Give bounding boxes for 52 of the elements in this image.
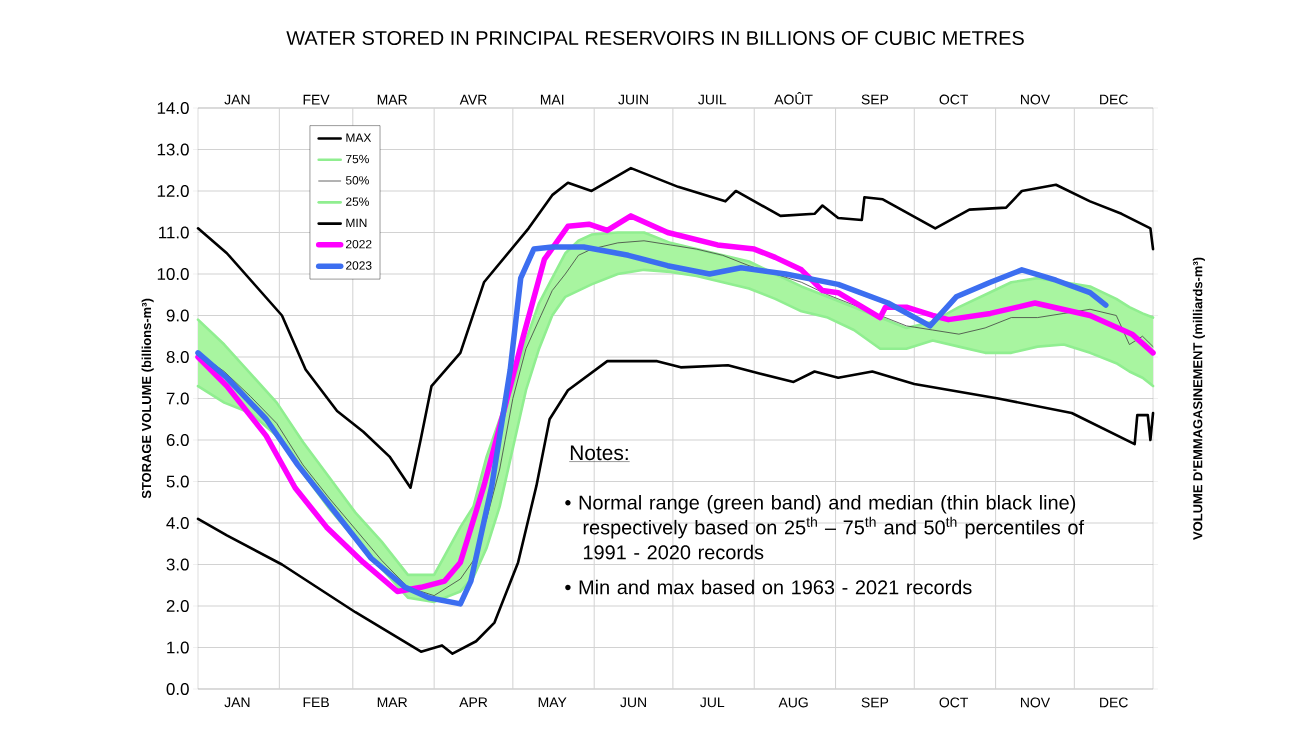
x2-tick-label: JAN [224,94,250,105]
y-tick-label: 4.0 [166,517,189,529]
y-tick-label: 2.0 [166,600,189,612]
y-tick-label: 11.0 [159,226,189,239]
x2-tick-label: DEC [1100,94,1128,105]
y-axis-title: STORAGE VOLUME (billions-m³) [141,298,154,499]
legend-label: 75% [346,154,369,164]
legend-label: 25% [346,197,369,206]
y-tick-label: 7.0 [166,392,189,405]
x2-tick-label: MAI [540,94,564,105]
y-tick-label: 13.0 [157,143,189,156]
x2-tick-label: AOÛT [774,92,813,105]
y-tick-label: 5.0 [166,475,189,488]
legend-label: MAX [346,133,372,142]
text: • Normal range (green band) and median (thin black line) respectively based on 25$^{th}$ – 75$^{th}$ and 50$^{th}$ percentiles of 1991 - 2020 records [565,494,1085,560]
x-tick-label: JUN [620,697,646,708]
x-tick-label: MAR [377,697,408,708]
x-tick-label: JUL [700,697,725,708]
x2-tick-label: JUIN [618,94,648,105]
legend-label: 50% [345,176,369,185]
y-tick-label: 0.0 [166,683,189,695]
x-tick-label: SEP [861,697,889,708]
x-tick-label: AUG [778,697,808,708]
x2-tick-label: SEP [861,94,889,105]
x-tick-label: NOV [1020,697,1051,708]
legend-label: 2022 [346,239,372,249]
y-tick-label: 6.0 [166,433,189,446]
y2-axis-title: VOLUME D'EMMAGASINEMENT (milliards-m³) [1192,257,1205,540]
x-tick-label: FEB [303,697,329,708]
x2-tick-label: NOV [1020,94,1051,105]
x2-tick-label: MAR [377,94,408,105]
x-tick-label: APR [459,697,488,708]
x2-tick-label: JUIL [698,94,727,105]
annotation: Notes: [570,445,628,461]
legend-label: MIN [346,218,367,227]
x2-tick-label: AVR [459,94,487,105]
annotation: • Min and max based on 1963 - 2021 records [565,579,972,595]
x2-tick-label: OCT [939,94,969,105]
x-tick-label: OCT [939,697,969,708]
x2-tick-label: FEV [303,94,330,105]
y-tick-label: 3.0 [166,558,189,571]
legend-label: 2023 [346,261,372,270]
y-tick-label: 10.0 [157,267,189,280]
chart-title: WATER STORED IN PRINCIPAL RESERVOIRS IN BILLIONS OF CUBIC METRES [286,30,1024,46]
x-tick-label: JAN [224,697,250,708]
x-tick-label: MAY [538,697,567,708]
y-tick-label: 9.0 [166,309,189,322]
y-tick-label: 12.0 [157,184,189,197]
y-tick-label: 8.0 [166,350,189,363]
y-tick-label: 1.0 [167,641,189,654]
y-tick-label: 14.0 [157,101,189,114]
x-tick-label: DEC [1100,697,1128,708]
